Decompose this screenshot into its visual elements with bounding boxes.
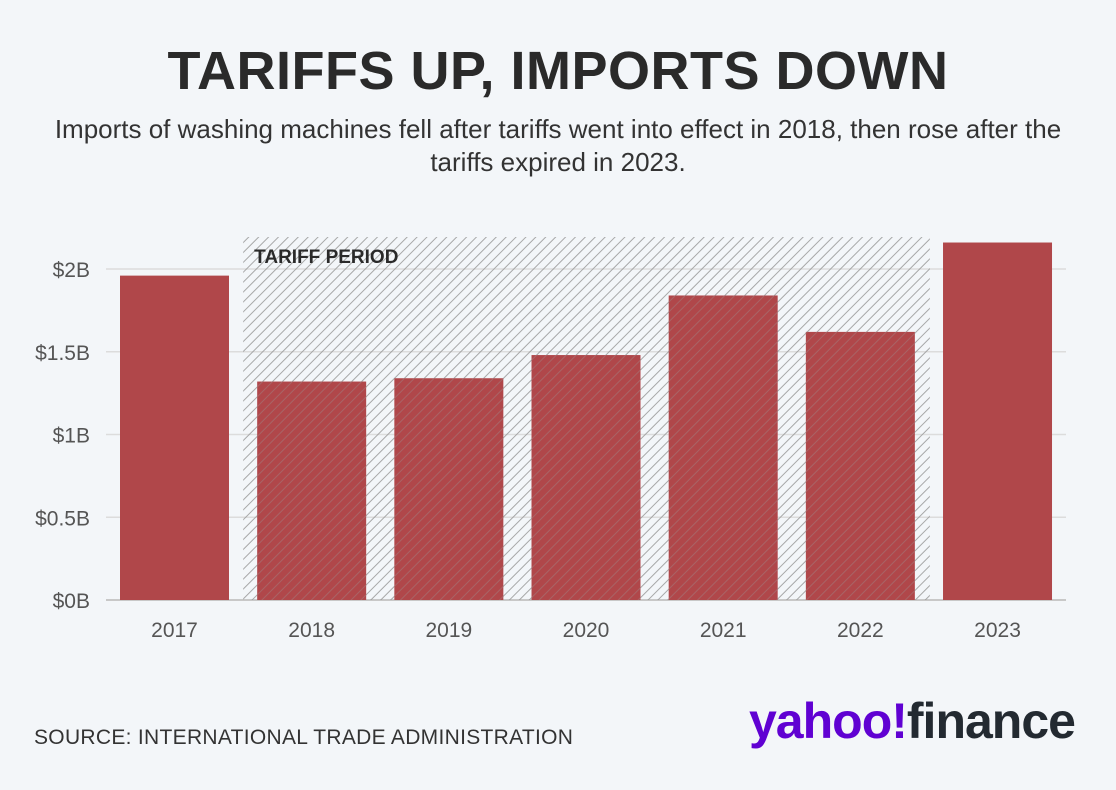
bar-hatch-overlay	[805, 331, 915, 600]
bar-2023	[943, 242, 1053, 600]
x-tick-label: 2021	[700, 619, 747, 642]
x-tick-label: 2022	[837, 619, 884, 642]
y-tick-label: $0.5B	[35, 507, 90, 530]
tariff-period-label: TARIFF PERIOD	[254, 247, 398, 268]
y-tick-label: $1B	[53, 425, 90, 448]
y-tick-label: $0B	[53, 590, 90, 613]
x-tick-label: 2019	[425, 619, 472, 642]
x-tick-label: 2023	[974, 619, 1021, 642]
bar-hatch-overlay	[257, 381, 367, 600]
x-tick-label: 2017	[151, 619, 198, 642]
bar-2017	[120, 275, 229, 600]
source-note: SOURCE: INTERNATIONAL TRADE ADMINISTRATI…	[34, 726, 574, 749]
bar-hatch-overlay	[394, 378, 504, 600]
chart-subtitle: Imports of washing machines fell after t…	[54, 114, 1062, 177]
x-tick-label: 2018	[288, 619, 335, 642]
x-tick-label: 2020	[563, 619, 610, 642]
bar-hatch-overlay	[668, 295, 778, 600]
yahoo-finance-logo: yahoo!finance	[749, 693, 1076, 749]
chart-title: TARIFFS UP, IMPORTS DOWN	[167, 41, 949, 101]
bar-hatch-overlay	[531, 355, 641, 600]
y-tick-label: $1.5B	[35, 342, 90, 365]
y-tick-label: $2B	[53, 259, 90, 282]
